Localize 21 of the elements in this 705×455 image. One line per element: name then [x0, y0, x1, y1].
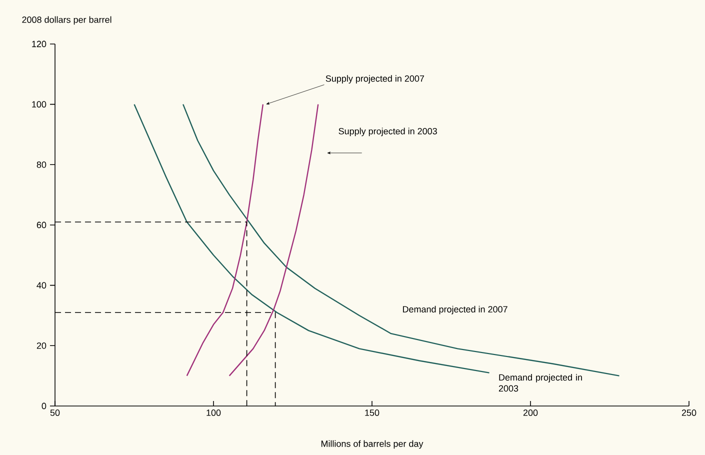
- x-tick-label: 100: [206, 410, 221, 416]
- y-tick-label: 100: [32, 101, 46, 108]
- x-axis-title: Millions of barrels per day: [321, 440, 424, 449]
- y-tick-label: 120: [32, 40, 46, 48]
- y-axis-title: 2008 dollars per barrel: [22, 16, 112, 25]
- y-tick-label: 40: [36, 282, 46, 289]
- y-tick-label: 0: [42, 402, 46, 410]
- annotation: Demand projected in 2003: [498, 374, 582, 392]
- x-tick-label: 50: [50, 410, 60, 416]
- line-series: [134, 104, 490, 374]
- y-tick-label: 80: [36, 161, 46, 168]
- y-tick-label: 20: [36, 342, 46, 349]
- annotation: Supply projected in 2003: [338, 128, 437, 136]
- x-tick-label: 150: [365, 410, 380, 416]
- line-series: [228, 104, 319, 376]
- y-tick-label: 60: [36, 222, 46, 228]
- x-tick-label: 200: [523, 410, 538, 416]
- annotation: Demand projected in 2007: [403, 306, 508, 314]
- line-series: [186, 104, 264, 376]
- x-tick-label: 250: [682, 410, 696, 416]
- annotation: Supply projected in 2007: [326, 75, 424, 84]
